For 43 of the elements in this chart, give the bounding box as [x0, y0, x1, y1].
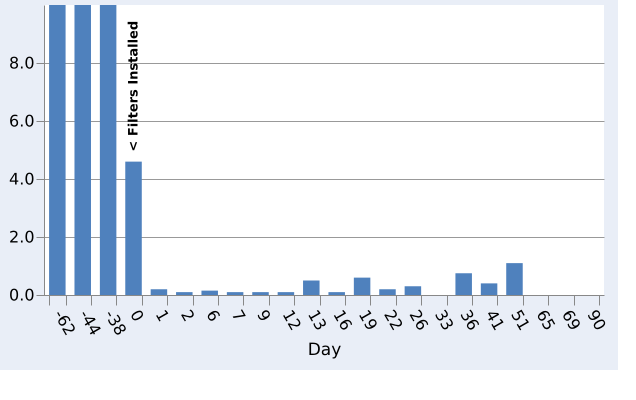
bar	[303, 280, 320, 295]
y-tick-label: 0.0	[9, 286, 34, 304]
bar	[226, 292, 244, 295]
x-tick-label: 22	[380, 306, 407, 334]
x-tick-label: 13	[304, 306, 331, 334]
x-tick-label: 6	[202, 306, 224, 325]
bar	[176, 292, 193, 295]
x-tick-label: 90	[583, 306, 610, 334]
x-tick-label: 16	[329, 306, 356, 334]
x-tick-label: 36	[456, 306, 484, 334]
x-tick-label: 1	[152, 306, 174, 325]
x-tick-label: 26	[406, 306, 432, 334]
y-tick-label: 8.0	[9, 54, 34, 72]
bar	[252, 292, 269, 295]
x-tick-label: 7	[228, 306, 250, 325]
y-tick-label: 4.0	[9, 170, 34, 188]
x-tick-label: 2	[177, 306, 199, 325]
annotation: < Filters Installed	[126, 20, 142, 152]
x-tick-label: 51	[507, 306, 534, 334]
bar	[74, 5, 91, 295]
bar	[49, 5, 66, 295]
x-tick-label: 33	[430, 306, 458, 334]
bar	[506, 263, 523, 295]
bar	[201, 290, 218, 295]
bar	[328, 292, 345, 295]
x-axis-title: Day	[308, 340, 342, 360]
bar	[354, 278, 370, 295]
bar	[379, 289, 396, 295]
y-tick-label: 6.0	[9, 112, 34, 130]
bar	[404, 286, 422, 295]
x-tick-label: 65	[532, 306, 560, 334]
bar	[278, 292, 294, 295]
x-tick-label: 12	[278, 306, 306, 334]
bar	[150, 289, 168, 295]
bar	[455, 273, 472, 295]
bar	[125, 162, 142, 295]
x-tick-label: 69	[558, 306, 585, 334]
y-tick-label: 2.0	[9, 228, 34, 246]
x-tick-label: 19	[354, 306, 382, 334]
bar	[480, 283, 498, 295]
x-tick-label: 41	[482, 306, 508, 334]
x-tick-label: 9	[253, 306, 275, 325]
bar	[100, 5, 116, 295]
